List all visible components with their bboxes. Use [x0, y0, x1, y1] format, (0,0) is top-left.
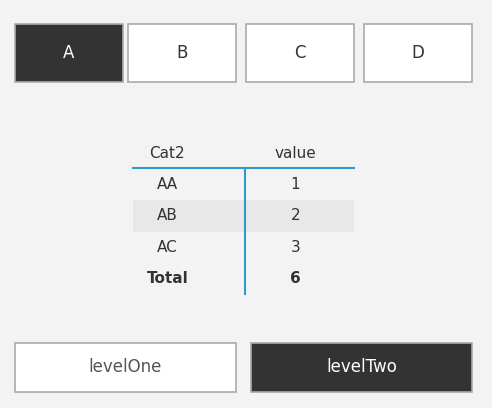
Text: value: value [275, 146, 316, 160]
FancyBboxPatch shape [246, 24, 354, 82]
FancyBboxPatch shape [364, 24, 472, 82]
Text: AA: AA [157, 177, 178, 192]
Text: AB: AB [157, 208, 178, 223]
FancyBboxPatch shape [251, 343, 472, 392]
FancyBboxPatch shape [133, 200, 354, 232]
Text: AC: AC [157, 240, 178, 255]
Text: C: C [294, 44, 306, 62]
FancyBboxPatch shape [15, 343, 236, 392]
Text: 6: 6 [290, 271, 301, 286]
Text: levelTwo: levelTwo [326, 358, 397, 376]
Text: Total: Total [147, 271, 188, 286]
Text: 3: 3 [290, 240, 300, 255]
FancyBboxPatch shape [15, 24, 123, 82]
Text: levelOne: levelOne [89, 358, 162, 376]
Text: 2: 2 [290, 208, 300, 223]
FancyBboxPatch shape [128, 24, 236, 82]
Text: 1: 1 [290, 177, 300, 192]
Text: D: D [412, 44, 425, 62]
Text: Cat2: Cat2 [150, 146, 185, 160]
Text: B: B [176, 44, 188, 62]
Text: A: A [63, 44, 75, 62]
